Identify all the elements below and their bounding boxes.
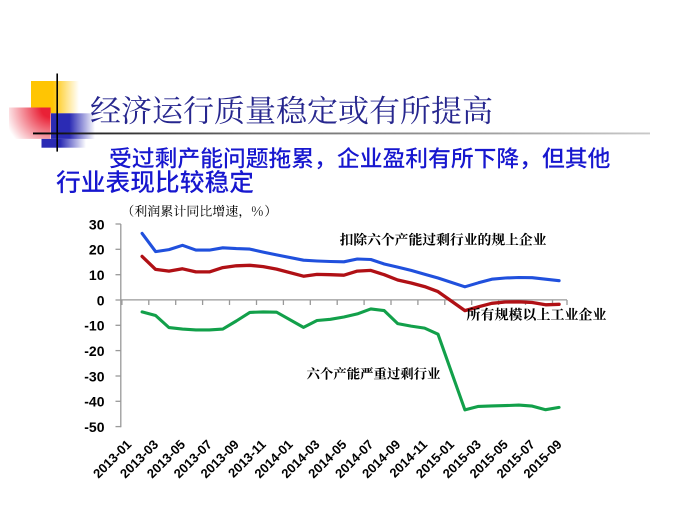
svg-text:-10: -10 bbox=[84, 318, 104, 334]
svg-text:-50: -50 bbox=[84, 419, 104, 435]
svg-text:30: 30 bbox=[89, 216, 105, 232]
svg-text:10: 10 bbox=[89, 267, 105, 283]
svg-text:-20: -20 bbox=[84, 343, 104, 359]
svg-text:0: 0 bbox=[97, 292, 105, 308]
svg-text:20: 20 bbox=[89, 242, 105, 258]
svg-text:-30: -30 bbox=[84, 368, 104, 384]
svg-text:-40: -40 bbox=[84, 394, 104, 410]
